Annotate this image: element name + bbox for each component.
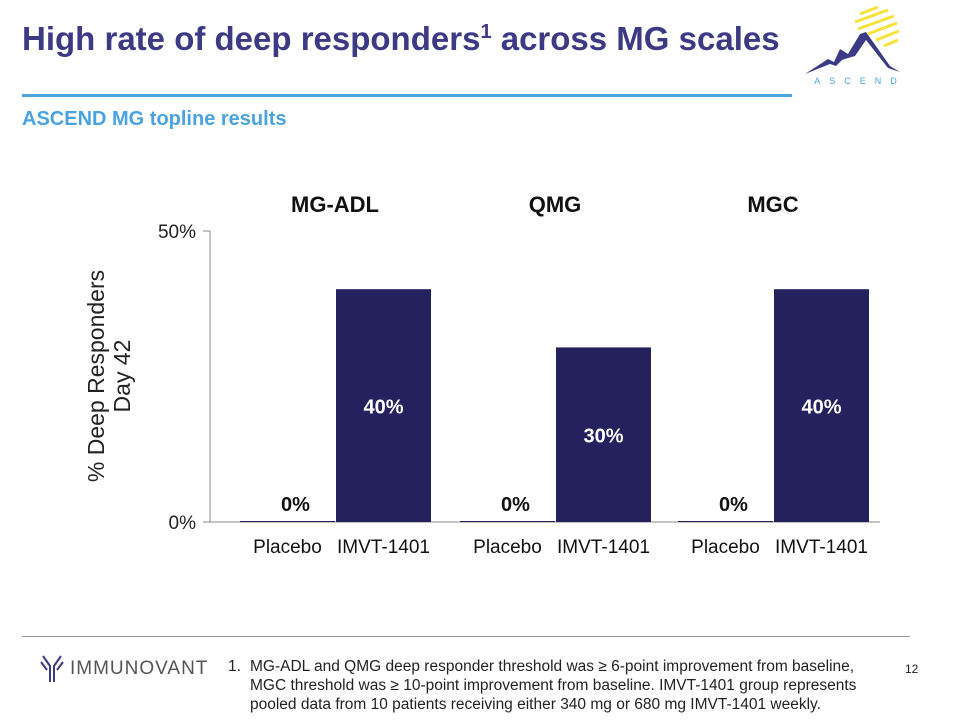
data-label: 30% — [583, 426, 623, 448]
category-label: Placebo — [473, 537, 542, 558]
ascend-logo-text: ASCEND — [814, 76, 906, 86]
data-label: 0% — [719, 494, 748, 516]
bar — [240, 521, 335, 522]
category-label: Placebo — [691, 537, 760, 558]
page-title: High rate of deep responders1 across MG … — [22, 20, 780, 58]
group-title: QMG — [529, 192, 582, 217]
bar — [556, 347, 651, 522]
data-label: 40% — [363, 397, 403, 419]
bar — [336, 289, 431, 522]
data-label: 40% — [801, 397, 841, 419]
footnote-number: 1. — [228, 658, 241, 675]
category-label: IMVT-1401 — [557, 537, 650, 558]
title-text: High rate of deep responders — [22, 20, 481, 57]
page-number: 12 — [905, 662, 919, 676]
bar — [460, 521, 555, 522]
y-tick-label: 50% — [158, 222, 196, 243]
bar-chart: 50% 0% % Deep RespondersDay 42 MG-ADL 0% Plac… — [83, 192, 880, 558]
group-title: MGC — [747, 192, 798, 217]
footnote-text: MG-ADL and QMG deep responder threshold … — [250, 658, 857, 713]
subtitle: ASCEND MG topline results — [22, 108, 287, 130]
title-footnote-ref: 1 — [480, 21, 492, 43]
footer-rule — [22, 636, 910, 637]
immunovant-logo: IMMUNOVANT — [40, 654, 208, 684]
footnote: 1. MG-ADL and QMG deep responder threshol… — [228, 657, 888, 714]
bar — [774, 289, 869, 522]
data-label: 0% — [281, 494, 310, 516]
ascend-logo: ASCEND — [805, 5, 906, 86]
y-tick-label: 0% — [169, 513, 197, 534]
immunovant-logo-text: IMMUNOVANT — [70, 658, 209, 679]
data-label: 0% — [501, 494, 530, 516]
group-title: MG-ADL — [291, 192, 379, 217]
category-label: Placebo — [253, 537, 322, 558]
y-axis-label: % Deep RespondersDay 42 — [83, 270, 135, 482]
title-rule — [22, 94, 792, 97]
antibody-icon — [40, 655, 64, 682]
title-text-rest: across MG scales — [491, 20, 780, 57]
bar — [678, 521, 773, 522]
category-label: IMVT-1401 — [775, 537, 868, 558]
category-label: IMVT-1401 — [337, 537, 430, 558]
